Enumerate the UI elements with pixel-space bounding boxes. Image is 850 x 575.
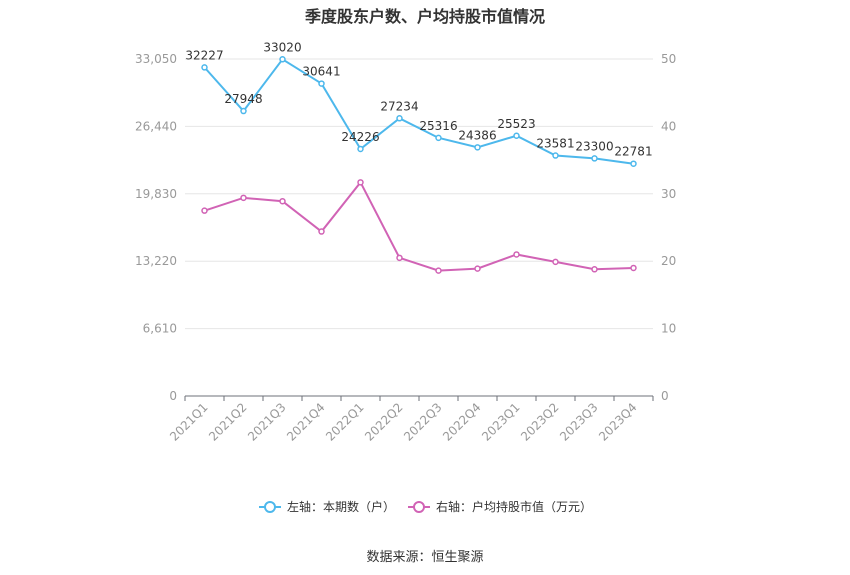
- data-point-1: [552, 152, 559, 159]
- x-tick-label: 2022Q2: [362, 400, 406, 444]
- data-label: 32227: [185, 48, 223, 62]
- y-left-tick-label: 0: [169, 389, 177, 403]
- data-point-2: [435, 267, 442, 274]
- y-left-tick-label: 13,220: [135, 254, 177, 268]
- x-tick-label: 2023Q4: [596, 400, 640, 444]
- data-point-1: [396, 115, 403, 122]
- source-note: 数据来源：恒生聚源: [366, 550, 484, 565]
- legend-marker-1: [264, 501, 276, 513]
- data-label: 23300: [575, 139, 613, 153]
- data-point-2: [591, 266, 598, 273]
- data-point-1: [240, 107, 247, 115]
- data-point-2: [240, 194, 247, 202]
- y-left-tick-label: 19,830: [135, 187, 177, 201]
- data-label: 27234: [380, 99, 418, 113]
- data-point-1: [474, 144, 481, 151]
- data-point-1: [591, 155, 598, 162]
- data-point-1: [357, 145, 364, 153]
- chart-title: 季度股东户数、户均持股市值情况: [304, 7, 545, 26]
- x-tick-label: 2021Q2: [206, 400, 250, 444]
- data-point-2: [630, 264, 637, 272]
- x-tick-label: 2021Q4: [284, 400, 328, 444]
- legend-label-2: 右轴：户均持股市值（万元）: [436, 499, 592, 514]
- x-tick-label: 2023Q2: [518, 400, 562, 444]
- data-label: 22781: [614, 145, 652, 159]
- x-tick-label: 2021Q1: [167, 400, 211, 444]
- data-point-2: [396, 254, 403, 262]
- legend-marker-2: [413, 501, 425, 513]
- legend: 左轴：本期数（户） 右轴：户均持股市值（万元）: [259, 499, 592, 514]
- data-point-2: [474, 265, 481, 272]
- y-right-tick-label: 40: [661, 119, 676, 133]
- data-label: 24386: [458, 128, 496, 142]
- y-right-tick-label: 20: [661, 254, 676, 268]
- y-right-tick-label: 0: [661, 389, 669, 403]
- y-right-tick-label: 30: [661, 187, 676, 201]
- grid-layer: [185, 58, 653, 330]
- legend-label-1: 左轴：本期数（户）: [287, 499, 395, 514]
- y-right-tick-label: 10: [661, 322, 676, 336]
- y-left-tick-label: 33,050: [135, 52, 177, 66]
- data-label: 25316: [419, 119, 457, 133]
- data-point-1: [201, 64, 208, 71]
- data-point-2: [513, 251, 520, 258]
- data-label: 33020: [263, 40, 301, 54]
- y-left-tick-label: 26,440: [135, 119, 177, 133]
- data-point-2: [318, 228, 325, 235]
- x-tick-label: 2022Q3: [401, 400, 445, 444]
- x-tick-label: 2022Q4: [440, 400, 484, 444]
- series-line-2: [204, 180, 634, 272]
- data-point-2: [201, 207, 208, 214]
- data-point-1: [435, 134, 442, 142]
- data-point-1: [318, 80, 325, 87]
- data-point-1: [630, 160, 637, 167]
- data-point-2: [552, 258, 559, 266]
- y-right-tick-label: 50: [661, 52, 676, 66]
- data-point-1: [279, 56, 286, 63]
- x-tick-label: 2023Q1: [479, 400, 523, 444]
- x-tick-label: 2021Q3: [245, 400, 289, 444]
- data-point-2: [357, 179, 364, 186]
- series-layer: [201, 56, 637, 274]
- data-point-1: [513, 132, 520, 140]
- x-tick-label: 2022Q1: [323, 400, 367, 444]
- series-line-1: [203, 57, 634, 165]
- x-tick-label: 2023Q3: [557, 400, 601, 444]
- data-label: 24226: [341, 130, 379, 144]
- data-label: 25523: [497, 117, 535, 131]
- data-point-2: [279, 197, 286, 205]
- data-label: 27948: [224, 92, 262, 106]
- y-left-tick-label: 6,610: [143, 322, 177, 336]
- data-label: 30641: [302, 65, 340, 79]
- data-label: 23581: [536, 137, 574, 151]
